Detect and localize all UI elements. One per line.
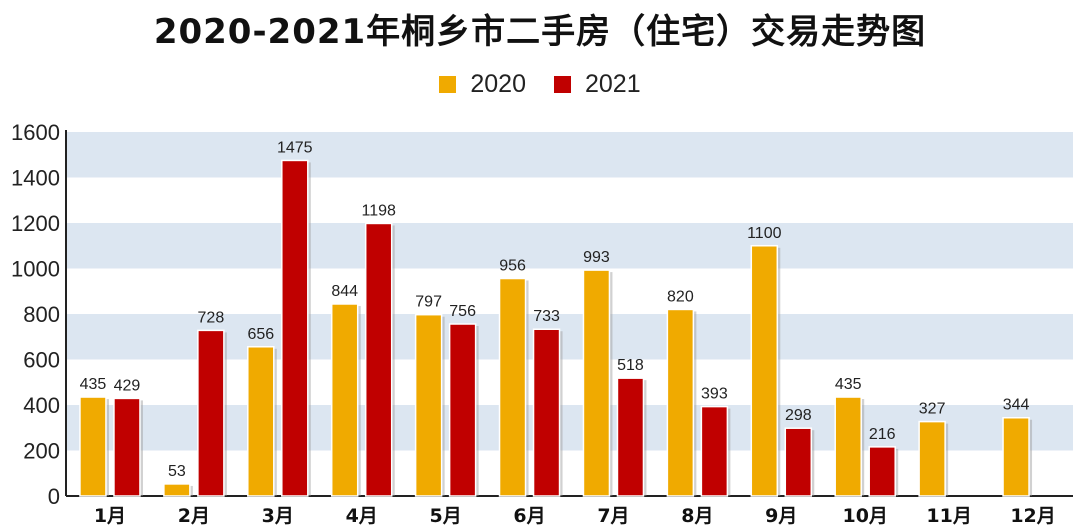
legend-swatch-2020 — [439, 76, 457, 93]
grid-band — [66, 132, 1073, 178]
y-tick-label: 1200 — [11, 211, 60, 236]
x-tick-label: 9月 — [765, 505, 797, 527]
data-label: 1198 — [362, 202, 397, 219]
data-label: 393 — [701, 386, 728, 403]
data-label: 756 — [449, 303, 476, 320]
x-tick-label: 1月 — [94, 505, 126, 527]
grid-band — [66, 223, 1073, 269]
bar-2021-6 — [532, 328, 561, 497]
x-tick-label: 12月 — [1010, 505, 1055, 527]
data-label: 844 — [331, 283, 358, 300]
legend-swatch-2021 — [554, 76, 571, 93]
bar-2021-7 — [616, 377, 645, 497]
bar-2021-10 — [868, 446, 896, 497]
x-tick-label: 11月 — [926, 505, 971, 527]
data-label: 435 — [835, 376, 862, 393]
y-tick-label: 200 — [23, 439, 60, 464]
y-tick-label: 0 — [48, 484, 60, 509]
bar-2020-10 — [834, 396, 862, 497]
bar-2020-6 — [498, 277, 527, 497]
data-label: 298 — [785, 407, 812, 424]
bar-2020-4 — [330, 303, 359, 497]
bar-2020-2 — [163, 483, 191, 497]
bar-2021-1 — [113, 397, 141, 497]
data-label: 327 — [919, 401, 946, 418]
x-tick-label: 6月 — [513, 505, 545, 527]
data-label: 435 — [80, 376, 107, 393]
grid-band — [66, 314, 1073, 360]
y-tick-label: 1000 — [11, 257, 60, 282]
bar-2021-4 — [364, 222, 393, 497]
x-tick-label: 8月 — [681, 505, 713, 527]
legend-item-2020: 2020 — [439, 70, 526, 99]
data-label: 344 — [1003, 397, 1030, 414]
data-label: 656 — [247, 326, 274, 343]
grid-band — [66, 405, 1073, 451]
data-label: 1100 — [747, 225, 782, 242]
bar-2020-5 — [414, 313, 443, 497]
legend-label-2020: 2020 — [470, 70, 526, 98]
bar-2020-7 — [582, 269, 611, 497]
data-label: 820 — [667, 288, 694, 305]
x-tick-label: 3月 — [262, 505, 294, 527]
x-tick-label: 2月 — [178, 505, 210, 527]
legend-label-2021: 2021 — [585, 70, 641, 98]
bar-2020-1 — [79, 396, 107, 497]
x-tick-label: 7月 — [597, 505, 629, 527]
bar-2020-3 — [247, 346, 275, 497]
y-tick-label: 600 — [23, 348, 60, 373]
legend: 2020 2021 — [0, 70, 1080, 99]
data-label: 216 — [869, 426, 896, 443]
data-label: 1475 — [277, 139, 313, 156]
bar-2021-9 — [784, 427, 813, 497]
bar-2021-3 — [281, 159, 309, 497]
x-tick-label: 5月 — [430, 505, 462, 527]
data-label: 733 — [533, 308, 560, 325]
y-tick-label: 400 — [23, 393, 60, 418]
bar-2020-9 — [750, 245, 779, 497]
data-label: 993 — [583, 249, 610, 266]
data-label: 956 — [499, 258, 526, 275]
data-label: 53 — [168, 463, 186, 480]
y-tick-label: 800 — [23, 302, 60, 327]
data-label: 518 — [617, 357, 644, 374]
bar-2021-5 — [448, 323, 477, 497]
data-label: 728 — [198, 309, 225, 326]
bar-2020-8 — [666, 308, 695, 497]
bar-2021-2 — [197, 329, 225, 497]
x-tick-label: 4月 — [346, 505, 378, 527]
data-label: 797 — [415, 294, 442, 311]
y-tick-label: 1600 — [11, 120, 60, 145]
bar-2021-8 — [700, 405, 729, 497]
x-tick-label: 10月 — [842, 505, 887, 527]
y-tick-label: 1400 — [11, 166, 60, 191]
data-label: 429 — [114, 377, 141, 394]
legend-item-2021: 2021 — [554, 70, 641, 99]
chart-title: 2020-2021年桐乡市二手房（住宅）交易走势图 — [153, 12, 927, 52]
bar-2020-12 — [1002, 416, 1030, 497]
bar-2020-11 — [918, 420, 946, 497]
